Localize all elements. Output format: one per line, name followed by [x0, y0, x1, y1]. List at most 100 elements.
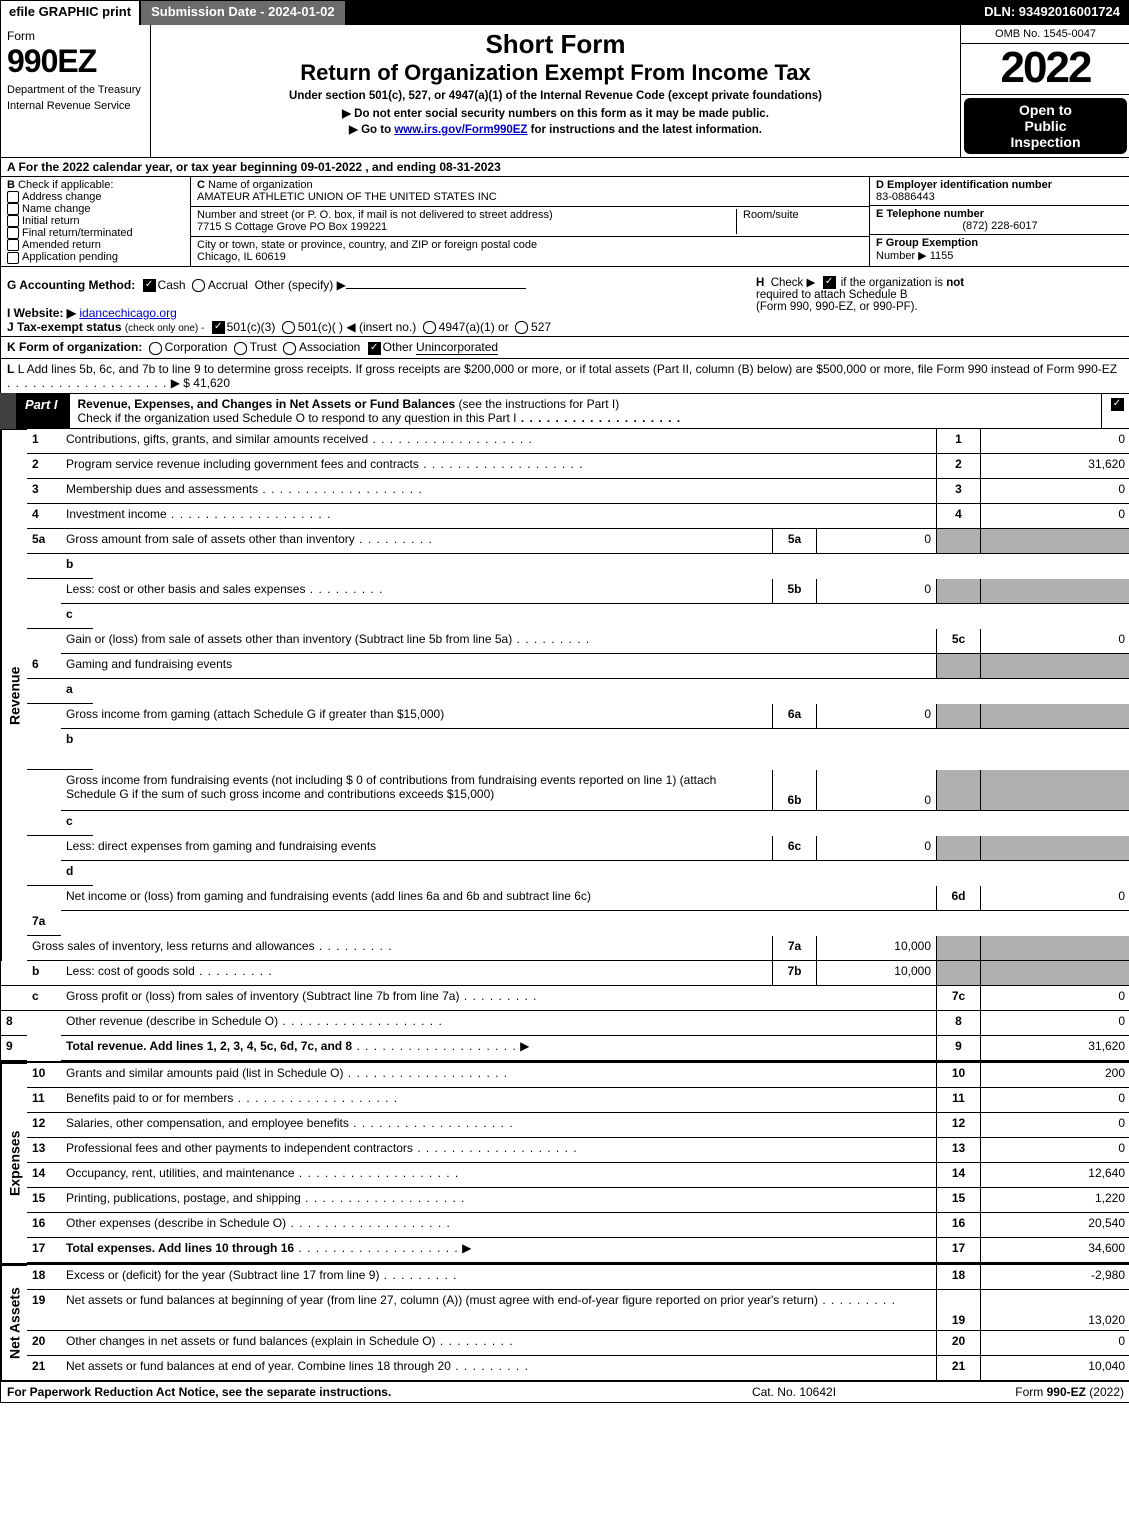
- k-assoc: Association: [299, 340, 360, 354]
- ln7b-sub: b: [27, 961, 61, 986]
- topbar: efile GRAPHIC print Submission Date - 20…: [1, 1, 1129, 25]
- form-title-block: Short Form Return of Organization Exempt…: [151, 25, 960, 157]
- ln19-num: 19: [27, 1290, 61, 1331]
- chk-initial-return[interactable]: [7, 215, 19, 227]
- ln12-rnum: 12: [936, 1113, 980, 1138]
- part1-header: Part I Revenue, Expenses, and Changes in…: [1, 394, 1129, 429]
- ln6a-mn: 6a: [772, 704, 816, 729]
- identity-grid: B Check if applicable: Address change Na…: [1, 177, 1129, 267]
- chk-final-return[interactable]: [7, 227, 19, 239]
- ln17-rval: 34,600: [980, 1238, 1129, 1263]
- b-check-if: Check if applicable:: [18, 179, 113, 191]
- chk-address-change[interactable]: [7, 191, 19, 203]
- opt-final-return: Final return/terminated: [22, 227, 133, 239]
- ln3-num: 3: [27, 479, 61, 504]
- ln5c-sub: c: [61, 604, 93, 629]
- chk-schedule-o[interactable]: [1111, 398, 1124, 411]
- j-527: 527: [531, 320, 551, 334]
- irs-link[interactable]: www.irs.gov/Form990EZ: [394, 124, 527, 136]
- chk-cash[interactable]: [143, 279, 156, 292]
- ln6a-desc: Gross income from gaming (attach Schedul…: [61, 704, 772, 729]
- ln5b-num: [27, 554, 61, 579]
- f-group-block: F Group Exemption Number ▶ 1155: [870, 235, 1129, 264]
- note-goto-pre: ▶ Go to: [349, 124, 394, 136]
- section-h: H Check ▶ if the organization is not req…: [750, 267, 1129, 337]
- j-insert: ◀ (insert no.): [346, 320, 416, 334]
- ln6a-mv: 0: [816, 704, 936, 729]
- opt-address-change: Address change: [22, 191, 102, 203]
- h-label: H: [756, 277, 764, 289]
- c-name-block: C Name of organization AMATEUR ATHLETIC …: [191, 177, 869, 207]
- part1-check: [1101, 394, 1129, 428]
- ln15-rval: 1,220: [980, 1188, 1129, 1213]
- ln6-num: 6: [27, 654, 61, 679]
- ln12-desc: Salaries, other compensation, and employ…: [61, 1113, 936, 1138]
- g-other-input[interactable]: [346, 275, 526, 289]
- chk-527[interactable]: [515, 321, 528, 334]
- ln18-rval: -2,980: [980, 1265, 1129, 1290]
- chk-name-change[interactable]: [7, 203, 19, 215]
- room-label: Room/suite: [743, 209, 799, 221]
- c-city-block: City or town, state or province, country…: [191, 237, 869, 266]
- ln1-num: 1: [27, 429, 61, 454]
- netassets-table: Net Assets 18 Excess or (deficit) for th…: [1, 1263, 1129, 1380]
- ln2-rval: 31,620: [980, 454, 1129, 479]
- ln7a-desc: Gross sales of inventory, less returns a…: [27, 936, 772, 961]
- chk-other-org[interactable]: [368, 342, 381, 355]
- ln5b-rnum: [936, 579, 980, 604]
- k-label: K Form of organization:: [7, 340, 142, 354]
- j-sub: (check only one) -: [125, 323, 204, 334]
- k-trust: Trust: [250, 340, 277, 354]
- ln10-rnum: 10: [936, 1063, 980, 1088]
- section-g: G Accounting Method: Cash Accrual Other …: [1, 267, 750, 337]
- ln8-rnum: 8: [936, 1011, 980, 1036]
- ln5a-rval: [980, 529, 1129, 554]
- ln2-desc: Program service revenue including govern…: [61, 454, 936, 479]
- ln5a-num: 5a: [27, 529, 61, 554]
- ln18-num: 18: [27, 1265, 61, 1290]
- c-sublabel: Name of organization: [208, 179, 313, 191]
- chk-4947[interactable]: [423, 321, 436, 334]
- ln3-desc: Membership dues and assessments: [61, 479, 936, 504]
- c-label: C: [197, 179, 205, 191]
- footer-left: For Paperwork Reduction Act Notice, see …: [7, 1385, 664, 1399]
- chk-accrual[interactable]: [192, 279, 205, 292]
- agency-1: Department of the Treasury: [7, 84, 144, 96]
- ln6b-mv: 0: [816, 770, 936, 811]
- ln9-desc: Total revenue. Add lines 1, 2, 3, 4, 5c,…: [61, 1036, 936, 1061]
- ln7b-mn: 7b: [772, 961, 816, 986]
- dln: DLN: 93492016001724: [974, 1, 1129, 25]
- ln19-rval: 13,020: [980, 1290, 1129, 1331]
- chk-schedule-b[interactable]: [823, 276, 836, 289]
- ln11-rval: 0: [980, 1088, 1129, 1113]
- chk-501c3[interactable]: [212, 321, 225, 334]
- title-short-form: Short Form: [157, 29, 954, 60]
- chk-trust[interactable]: [234, 342, 247, 355]
- ln7c-rnum: 7c: [936, 986, 980, 1011]
- ln5b-desc: Less: cost or other basis and sales expe…: [61, 579, 772, 604]
- chk-amended-return[interactable]: [7, 239, 19, 251]
- website-link[interactable]: idancechicago.org: [79, 306, 176, 320]
- title-return: Return of Organization Exempt From Incom…: [157, 60, 954, 86]
- chk-corp[interactable]: [149, 342, 162, 355]
- chk-501c[interactable]: [282, 321, 295, 334]
- d-label: D Employer identification number: [876, 179, 1052, 191]
- side-expenses: Expenses: [1, 1063, 27, 1263]
- note-goto-post: for instructions and the latest informat…: [527, 124, 762, 136]
- form-word: Form: [7, 29, 144, 43]
- g-label: G Accounting Method:: [7, 278, 135, 292]
- form-990ez-page: efile GRAPHIC print Submission Date - 20…: [0, 0, 1129, 1403]
- open-public-inspection: Open to Public Inspection: [964, 98, 1127, 154]
- f-label2: Number ▶: [876, 250, 927, 262]
- ln6c-mn: 6c: [772, 836, 816, 861]
- revenue-table: Revenue 1 Contributions, gifts, grants, …: [1, 429, 1129, 1061]
- chk-assoc[interactable]: [283, 342, 296, 355]
- ln14-num: 14: [27, 1163, 61, 1188]
- ln18-rnum: 18: [936, 1265, 980, 1290]
- l-line: L L Add lines 5b, 6c, and 7b to line 9 t…: [1, 359, 1129, 394]
- ln6c-rnum: [936, 836, 980, 861]
- efile-print[interactable]: efile GRAPHIC print: [1, 1, 141, 25]
- page-footer: For Paperwork Reduction Act Notice, see …: [1, 1380, 1129, 1402]
- chk-application-pending[interactable]: [7, 252, 19, 264]
- ln9-rnum: 9: [936, 1036, 980, 1061]
